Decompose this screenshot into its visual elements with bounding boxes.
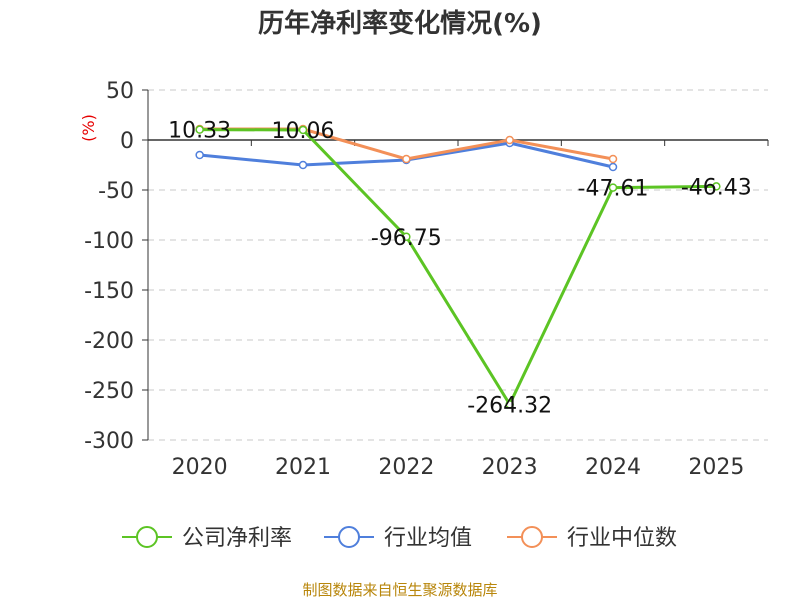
legend-marker-icon xyxy=(521,526,543,548)
data-point xyxy=(608,162,618,172)
x-tick-label: 2025 xyxy=(688,455,744,480)
y-tick-label: -200 xyxy=(84,329,134,354)
data-label: 10.06 xyxy=(272,119,335,144)
series-lines xyxy=(195,124,721,409)
axes xyxy=(142,89,769,441)
legend-item: 公司净利率 xyxy=(122,526,292,551)
data-point xyxy=(505,135,514,145)
x-axis-tick-labels: 2020 2021 2022 2023 2024 2025 xyxy=(172,455,745,480)
x-tick-label: 2024 xyxy=(585,455,641,480)
data-point xyxy=(608,154,618,164)
chart-title: 历年净利率变化情况(%) xyxy=(258,8,542,39)
data-point xyxy=(712,182,721,191)
data-point xyxy=(195,125,204,134)
legend-item: 行业中位数 xyxy=(507,526,677,551)
grid-lines xyxy=(148,89,768,441)
data-point xyxy=(402,154,411,164)
data-label: -96.75 xyxy=(371,226,442,251)
y-tick-label: -50 xyxy=(98,179,134,204)
data-label: 10.33 xyxy=(168,119,231,144)
y-tick-label: 0 xyxy=(120,129,134,154)
x-tick-label: 2023 xyxy=(482,455,538,480)
series-line xyxy=(199,128,717,406)
legend-label: 行业均值 xyxy=(384,526,472,551)
data-label: -264.32 xyxy=(467,393,552,418)
legend-marker-icon xyxy=(136,526,158,548)
data-label: -47.61 xyxy=(578,177,649,202)
series-line xyxy=(199,127,614,161)
legend: 公司净利率 行业均值 行业中位数 xyxy=(122,526,677,551)
y-tick-label: -300 xyxy=(84,429,134,454)
x-tick-label: 2022 xyxy=(378,455,434,480)
legend-label: 公司净利率 xyxy=(182,526,292,551)
data-label: -46.43 xyxy=(681,175,752,200)
data-point xyxy=(298,125,308,135)
x-tick-label: 2021 xyxy=(275,455,331,480)
data-labels: 10.33 10.06 -96.75 -264.32 -47.61 -46.43 xyxy=(168,119,752,419)
y-tick-label: -100 xyxy=(84,229,134,254)
y-axis-unit-label: (%) xyxy=(79,114,98,142)
series-0 xyxy=(195,125,721,409)
data-point xyxy=(195,150,204,160)
legend-marker-icon xyxy=(338,526,360,548)
data-point xyxy=(402,232,411,241)
y-axis-tick-labels: 50 0 -50 -100 -150 -200 -250 -300 xyxy=(84,79,134,454)
source-note: 制图数据来自恒生聚源数据库 xyxy=(302,581,497,599)
data-point xyxy=(608,183,618,192)
y-tick-label: -150 xyxy=(84,279,134,304)
y-tick-label: 50 xyxy=(106,79,134,104)
data-point xyxy=(298,160,308,170)
data-point xyxy=(505,400,514,409)
y-tick-label: -250 xyxy=(84,379,134,404)
x-tick-label: 2020 xyxy=(172,455,228,480)
legend-label: 行业中位数 xyxy=(567,526,677,551)
legend-item: 行业均值 xyxy=(324,526,472,551)
